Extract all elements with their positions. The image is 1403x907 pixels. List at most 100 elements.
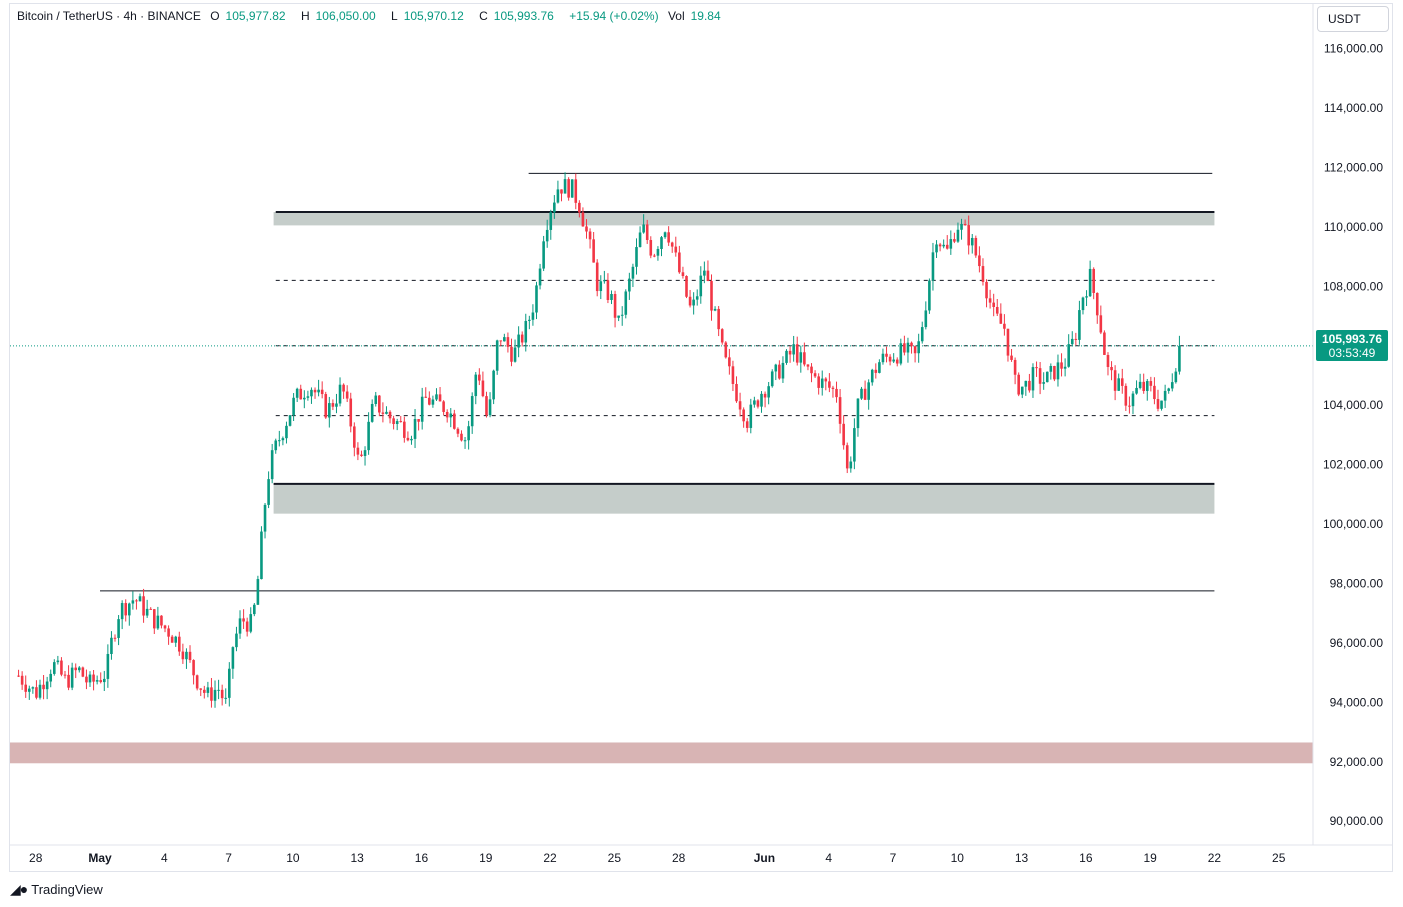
candle-body	[567, 179, 570, 198]
candle-body	[488, 399, 492, 416]
candle-body	[867, 382, 870, 400]
ohlc-low: L 105,970.12	[391, 9, 470, 23]
candle-body	[1174, 371, 1178, 383]
candle-body	[1045, 371, 1049, 383]
candle-body	[220, 689, 224, 699]
candle-body	[495, 340, 499, 371]
candle-body	[24, 684, 28, 692]
candle-body	[231, 647, 235, 669]
candle-body	[588, 231, 592, 240]
candle-body	[113, 637, 117, 639]
candle-body	[392, 418, 395, 425]
candle-body	[281, 438, 285, 441]
candle-body	[813, 373, 817, 377]
price-tick-label: 92,000.00	[1330, 755, 1384, 769]
symbol-label[interactable]: Bitcoin / TetherUS · 4h · BINANCE	[17, 9, 201, 23]
time-tick-label: 19	[1143, 851, 1157, 865]
candle-body	[981, 266, 985, 282]
candle-body	[27, 688, 31, 692]
candle-body	[810, 366, 813, 374]
candle-body	[131, 600, 135, 604]
candle-body	[1142, 381, 1145, 391]
candle-body	[1067, 344, 1070, 367]
candle-body	[578, 202, 581, 213]
candle-body	[431, 399, 435, 405]
candle-body	[956, 229, 960, 242]
candle-body	[145, 608, 149, 616]
candle-body	[735, 383, 738, 402]
price-tick-label: 100,000.00	[1323, 517, 1383, 531]
candle-body	[635, 247, 638, 267]
currency-selector[interactable]: USDT	[1317, 6, 1389, 32]
candle-body	[703, 270, 706, 276]
tradingview-logo[interactable]: ◢● TradingView	[10, 881, 103, 898]
price-tick-label: 98,000.00	[1330, 576, 1384, 590]
candle-body	[1128, 405, 1131, 407]
candle-body	[1070, 338, 1074, 345]
candle-body	[606, 280, 610, 301]
time-tick-label: 25	[608, 851, 622, 865]
time-tick-label: 28	[672, 851, 686, 865]
candle-body	[174, 636, 178, 643]
candle-body	[1120, 378, 1124, 386]
candle-body	[331, 403, 335, 407]
candle-body	[745, 421, 749, 428]
candle-body	[70, 667, 74, 688]
candle-body	[778, 364, 781, 379]
candle-body	[560, 189, 563, 194]
time-tick-label: 19	[479, 851, 493, 865]
candle-body	[156, 615, 160, 629]
candle-body	[638, 232, 642, 248]
candle-body	[1149, 381, 1153, 386]
candle-body	[1031, 367, 1035, 391]
candle-body	[31, 687, 35, 689]
candle-body	[574, 179, 578, 203]
candle-body	[1042, 382, 1045, 384]
time-tick-label: 10	[286, 851, 300, 865]
candle-body	[424, 396, 428, 398]
candle-body	[563, 179, 567, 194]
candle-body	[1003, 323, 1006, 329]
candle-body	[963, 223, 967, 226]
candle-body	[749, 404, 753, 428]
candle-body	[249, 614, 253, 632]
candle-body	[335, 403, 338, 407]
candle-body	[938, 244, 942, 247]
candle-body	[781, 362, 785, 379]
price-tick-label: 108,000.00	[1323, 279, 1383, 293]
candle-body	[217, 689, 220, 691]
candle-body	[820, 378, 824, 388]
candle-body	[1092, 268, 1095, 293]
candle-body	[1024, 380, 1028, 387]
candle-body	[842, 423, 845, 446]
candle-body	[945, 244, 949, 249]
price-tick-label: 112,000.00	[1324, 160, 1383, 174]
candle-body	[1178, 345, 1181, 372]
candle-body	[181, 651, 185, 660]
high-label: H	[300, 9, 310, 23]
candle-body	[1170, 382, 1174, 389]
candle-body	[906, 342, 910, 353]
candle-body	[838, 397, 842, 424]
candle-body	[510, 346, 513, 362]
candle-body	[860, 388, 863, 399]
candle-body	[910, 342, 913, 347]
candle-body	[774, 364, 778, 372]
candle-body	[992, 302, 995, 307]
candle-body	[238, 618, 242, 634]
candle-body	[585, 226, 588, 232]
candle-body	[835, 388, 838, 398]
candle-body	[895, 359, 899, 364]
candle-body	[1099, 315, 1103, 333]
candle-body	[1088, 268, 1092, 297]
candle-body	[928, 280, 931, 311]
candle-body	[95, 680, 99, 682]
candle-body	[642, 224, 645, 233]
candle-body	[478, 374, 481, 381]
candle-body	[542, 241, 545, 269]
candle-body	[1074, 338, 1078, 340]
candle-body	[1028, 380, 1031, 391]
candle-body	[599, 281, 603, 292]
candle-body	[685, 276, 688, 297]
